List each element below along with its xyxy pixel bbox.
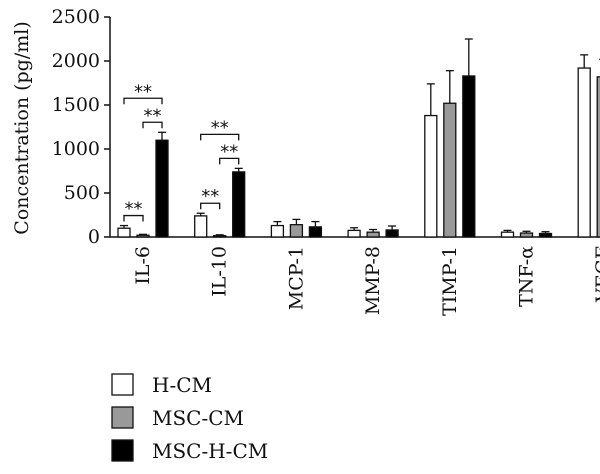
significance-bracket	[219, 157, 240, 165]
y-tick-label: 500	[64, 182, 100, 204]
significance-bracket	[142, 121, 163, 129]
y-tick-label: 0	[88, 226, 100, 248]
y-tick-label: 1500	[52, 94, 100, 116]
significance-label: **	[220, 141, 238, 162]
bar	[385, 229, 399, 238]
x-tick-label: TIMP-1	[439, 246, 461, 316]
y-axis-title: Concentration (pg/ml)	[11, 21, 33, 234]
x-tick-label: IL-6	[132, 246, 154, 285]
x-tick-label: MCP-1	[285, 246, 307, 310]
bar	[366, 231, 380, 238]
bar	[194, 215, 208, 238]
bar	[232, 171, 246, 238]
x-tick-label: TNF-α	[516, 246, 538, 307]
bar	[538, 232, 553, 238]
x-tick-label: IL-10	[209, 246, 231, 297]
legend-label: MSC-CM	[152, 406, 244, 430]
bar	[289, 224, 304, 238]
significance-label: **	[125, 199, 143, 220]
bar	[519, 232, 534, 238]
legend-label: H-CM	[152, 373, 212, 397]
legend: H-CM MSC-CM MSC-H-CM	[111, 373, 268, 463]
legend-swatch	[111, 373, 134, 396]
bar	[213, 235, 227, 238]
bar	[462, 75, 476, 238]
bar	[500, 231, 515, 238]
x-tick-label: VEGF	[592, 246, 600, 303]
legend-swatch	[111, 439, 134, 462]
legend-swatch	[111, 406, 134, 429]
significance-label: **	[144, 105, 162, 126]
y-tick-label: 1000	[52, 138, 100, 160]
x-tick-label: MMP-8	[362, 246, 384, 315]
significance-label: **	[134, 81, 152, 102]
bar	[136, 234, 150, 238]
significance-bracket	[200, 133, 240, 141]
bar	[308, 226, 323, 238]
y-tick-label: 2000	[52, 50, 100, 72]
bar	[596, 76, 600, 238]
significance-bracket	[200, 202, 221, 210]
significance-bracket	[123, 97, 163, 105]
bar	[577, 67, 591, 238]
plot-area: 0 500 1000 1500 2000 2500 IL-6 IL-10 MCP-1 MMP-8 T…	[52, 6, 600, 316]
bar	[424, 114, 438, 238]
significance-label: **	[201, 186, 219, 207]
y-tick-label: 2500	[52, 6, 100, 28]
significance-bracket	[123, 214, 144, 222]
bar	[117, 227, 131, 238]
bar	[443, 102, 457, 238]
legend-label: MSC-H-CM	[152, 439, 268, 463]
bar	[155, 139, 169, 238]
bar	[347, 229, 361, 238]
bar	[270, 224, 285, 238]
significance-label: **	[211, 117, 229, 138]
